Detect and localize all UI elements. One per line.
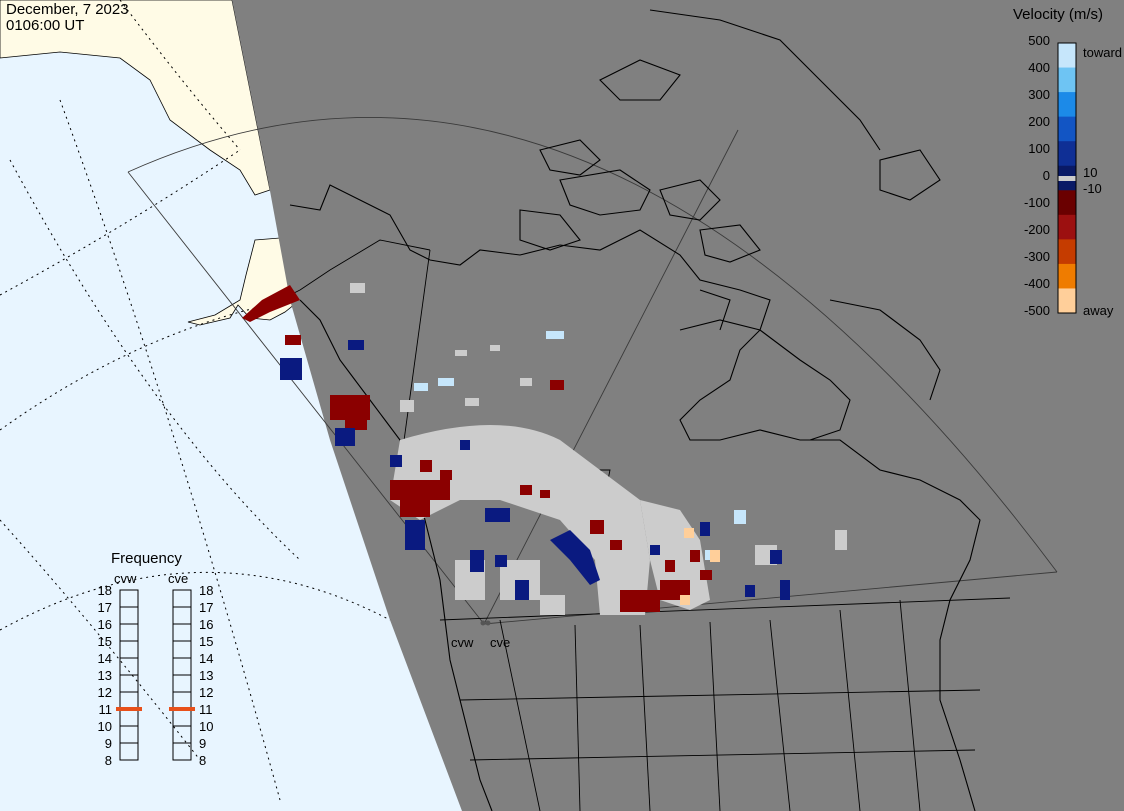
colorbar-swatch	[1058, 67, 1076, 93]
colorbar-swatch	[1058, 116, 1076, 142]
radar-label-cve: cve	[490, 635, 511, 650]
radar-label-cvw: cvw	[451, 635, 474, 650]
velocity-away-cells	[242, 285, 712, 612]
frequency-column-cvw: cvw	[114, 571, 137, 586]
frequency-tick-right: 9	[199, 736, 207, 751]
colorbar-zero-swatch	[1058, 176, 1076, 181]
frequency-tick-left: 10	[97, 719, 112, 734]
frequency-tick-right: 17	[199, 600, 214, 615]
frequency-tick-right: 8	[199, 753, 207, 768]
colorbar-tick: -100	[1023, 195, 1050, 210]
colorbar-swatch	[1058, 43, 1076, 69]
frequency-tick-right: 18	[199, 583, 214, 598]
velocity-colorbar	[1057, 42, 1077, 314]
frequency-tick-left: 16	[97, 617, 112, 632]
colorbar-tick: -500	[1023, 303, 1050, 318]
colorbar-tick: -400	[1023, 276, 1050, 291]
frequency-tick-right: 16	[199, 617, 214, 632]
radar-sites	[480, 620, 491, 626]
lat-lon-grid	[0, 0, 391, 801]
colorbar-tick: -300	[1023, 249, 1050, 264]
colorbar-tick: 0	[1042, 168, 1050, 183]
colorbar-swatch	[1058, 92, 1076, 118]
colorbar-plus-threshold: 10	[1083, 165, 1098, 180]
colorbar-tick: 500	[1028, 33, 1050, 48]
frequency-marker-cve	[169, 707, 195, 711]
frequency-tick-right: 13	[199, 668, 214, 683]
colorbar-minus-threshold: -10	[1083, 181, 1102, 196]
frequency-tick-right: 15	[199, 634, 214, 649]
colorbar-swatch	[1058, 190, 1076, 216]
colorbar-tick: -200	[1023, 222, 1050, 237]
colorbar-swatch	[1058, 263, 1076, 289]
time-label: 0106:00 UT	[6, 17, 85, 34]
velocity-toward-cells	[280, 340, 790, 600]
frequency-tick-right: 14	[199, 651, 214, 666]
frequency-title: Frequency	[111, 550, 182, 567]
colorbar-away-label: away	[1083, 303, 1114, 318]
frequency-tick-left: 9	[104, 736, 112, 751]
colorbar-swatch	[1058, 239, 1076, 265]
colorbar-tick: 200	[1028, 114, 1050, 129]
frequency-tick-left: 12	[97, 685, 112, 700]
date-label: December, 7 2023	[6, 1, 129, 18]
frequency-tick-left: 15	[97, 634, 112, 649]
frequency-gauges	[116, 589, 195, 761]
frequency-tick-left: 17	[97, 600, 112, 615]
frequency-tick-left: 8	[104, 753, 112, 768]
frequency-tick-left: 13	[97, 668, 112, 683]
colorbar-tick: 100	[1028, 141, 1050, 156]
frequency-column-cve: cve	[168, 571, 189, 586]
coastlines	[289, 9, 981, 811]
velocity-away-fast-cells	[680, 528, 720, 605]
colorbar-title: Velocity (m/s)	[1013, 6, 1104, 23]
frequency-tick-right: 11	[199, 702, 213, 717]
frequency-marker-cvw	[116, 707, 142, 711]
radar-site-cve	[485, 620, 491, 626]
colorbar-tick: 400	[1028, 60, 1050, 75]
colorbar-swatch	[1058, 141, 1076, 167]
frequency-tick-left: 11	[98, 702, 113, 717]
colorbar-swatch	[1058, 214, 1076, 240]
colorbar-swatch	[1058, 288, 1076, 314]
dayside-land	[0, 0, 271, 196]
frequency-tick-right: 12	[199, 685, 214, 700]
colorbar-toward-label: toward	[1083, 45, 1123, 60]
frequency-tick-left: 14	[97, 651, 112, 666]
colorbar-tick: 300	[1028, 87, 1050, 102]
radar-site-cvw	[480, 620, 486, 626]
frequency-tick-right: 10	[199, 719, 214, 734]
frequency-tick-left: 18	[97, 583, 112, 598]
